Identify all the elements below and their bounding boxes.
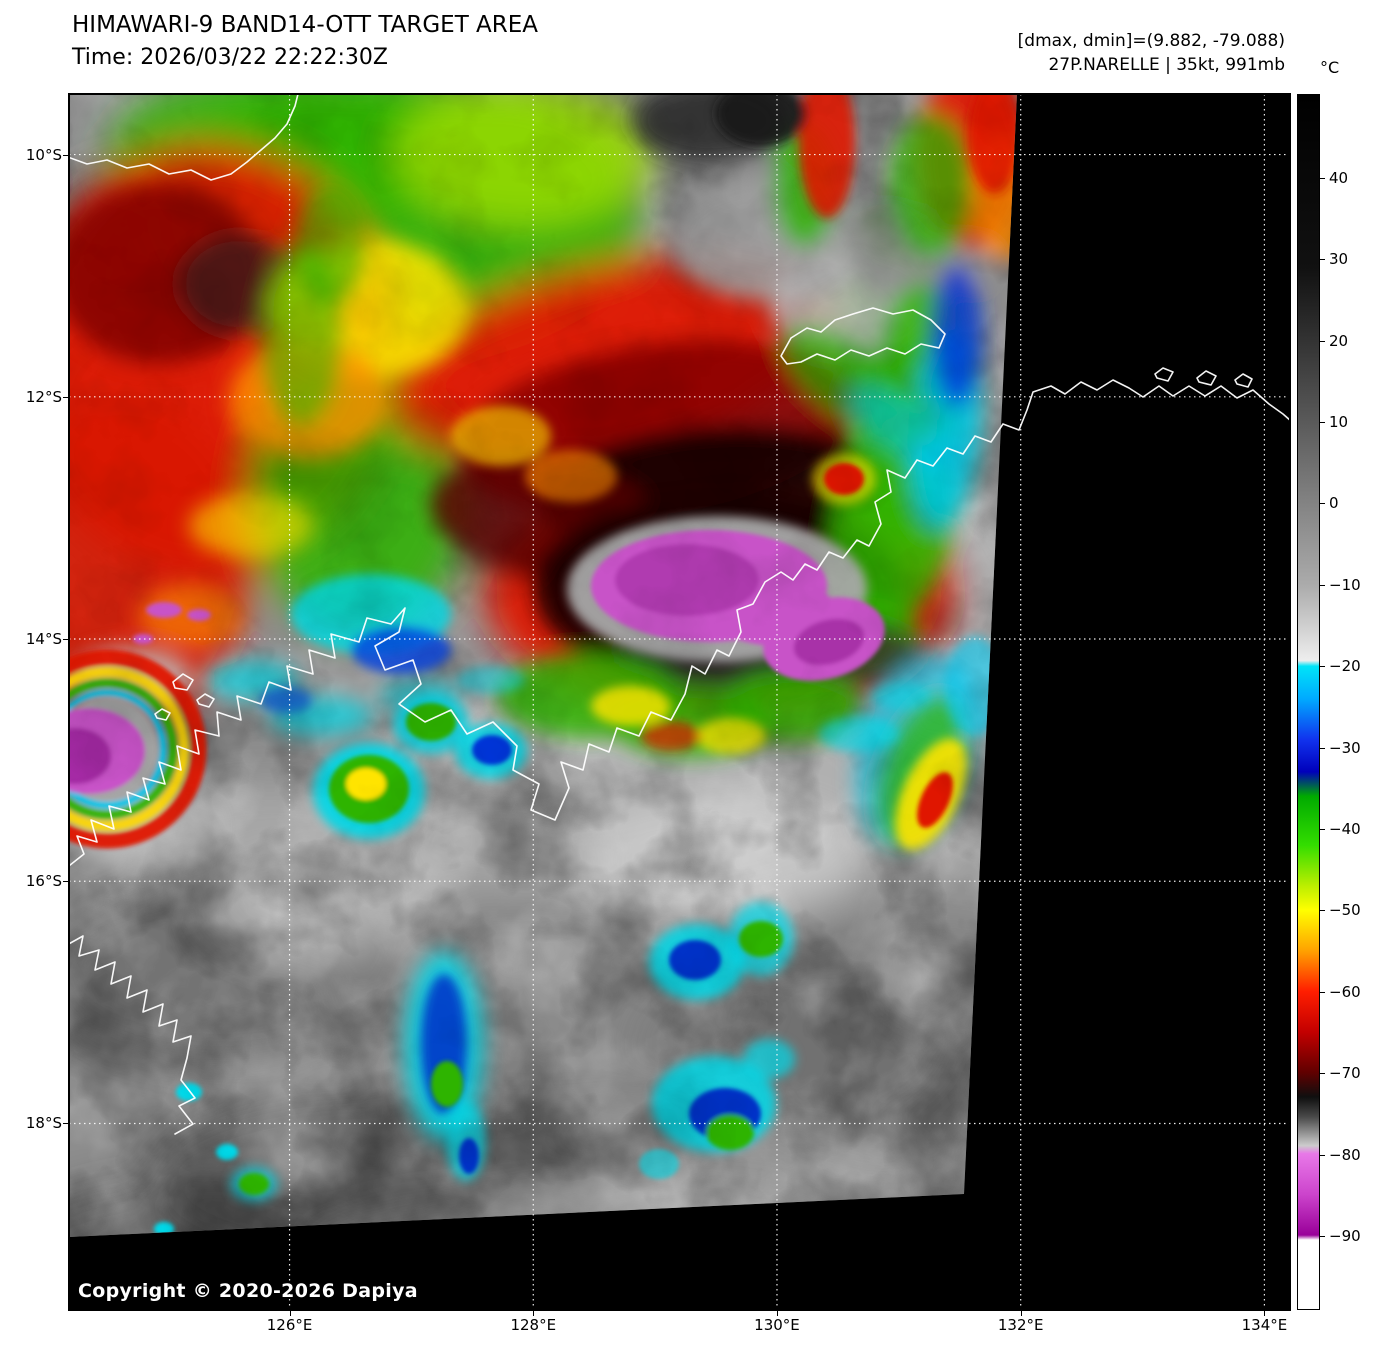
colorbar-tick-label: −30 (1329, 738, 1361, 757)
colorbar-tick-mark (1320, 910, 1325, 911)
lat-tick-label: 16°S (25, 872, 62, 891)
coastlines (69, 94, 1290, 1135)
lat-tick-label: 12°S (25, 387, 62, 406)
colorbar-tick-label: 10 (1329, 413, 1349, 431)
colorbar-tick-mark (1320, 829, 1325, 830)
lat-tick-label: 18°S (25, 1114, 62, 1133)
coastline-southwest (69, 935, 196, 1135)
colorbar-tick-mark (1320, 503, 1325, 504)
colorbar-tick-label: −60 (1329, 982, 1361, 1001)
colorbar-tick-label: −50 (1329, 901, 1361, 920)
lat-tick-mark (63, 639, 69, 640)
colorbar-tick-label: −90 (1329, 1226, 1361, 1245)
satellite-data-swath (69, 94, 1017, 1237)
lat-tick-mark (63, 1123, 69, 1124)
lon-tick-label: 132°E (997, 1316, 1044, 1334)
lon-tick-mark (777, 1311, 778, 1316)
colorbar-tick-label: 40 (1329, 168, 1349, 187)
colorbar-tick-mark (1320, 992, 1325, 993)
colorbar-tick-mark (1320, 748, 1325, 749)
colorbar-tick-label: 0 (1329, 494, 1339, 513)
colorbar-tick-label: −40 (1329, 819, 1361, 838)
coastline-islands-west (154, 673, 215, 721)
lon-tick-label: 134°E (1241, 1316, 1288, 1334)
lat-tick-label: 10°S (25, 145, 62, 164)
satellite-image (69, 94, 1290, 1310)
colorbar-tick-mark (1320, 341, 1325, 342)
colorbar-tick-mark (1320, 259, 1325, 260)
colorbar-tick-mark (1320, 1236, 1325, 1237)
colorbar-gradient (1298, 95, 1319, 1309)
colorbar-tick-mark (1320, 585, 1325, 586)
lon-tick-label: 128°E (510, 1316, 557, 1334)
colorbar-tick-label: −20 (1329, 657, 1361, 676)
colorbar-tick-mark (1320, 178, 1325, 179)
lon-tick-label: 130°E (754, 1316, 800, 1334)
lon-tick-mark (533, 1311, 534, 1316)
gridlines (69, 94, 1290, 1310)
colorbar-tick-mark (1320, 666, 1325, 667)
lon-tick-mark (1021, 1311, 1022, 1316)
coastline-timor (69, 94, 299, 181)
timestamp: Time: 2026/03/22 22:22:30Z (72, 45, 388, 70)
coastline-islands-north (1154, 367, 1253, 388)
copyright-text: Copyright © 2020-2026 Dapiya (78, 1280, 418, 1302)
coastline-mainland (69, 379, 1290, 867)
colorbar-tick-label: 30 (1329, 250, 1349, 269)
satellite-map: Copyright © 2020-2026 Dapiya (68, 93, 1291, 1311)
colorbar-tick-label: −70 (1329, 1064, 1361, 1083)
colorbar-tick-mark (1320, 422, 1325, 423)
dmax-dmin-readout: [dmax, dmin]=(9.882, -79.088) (1017, 31, 1285, 51)
colorbar-tick-mark (1320, 1073, 1325, 1074)
storm-info: 27P.NARELLE | 35kt, 991mb (1048, 54, 1285, 75)
header-right-block: [dmax, dmin]=(9.882, -79.088) 27P.NARELL… (1018, 30, 1285, 78)
coastline-tiwi-islands (780, 307, 946, 365)
lon-tick-label: 126°E (266, 1316, 313, 1334)
chart-title: HIMAWARI-9 BAND14-OTT TARGET AREA (72, 12, 539, 38)
lat-tick-mark (63, 397, 69, 398)
lon-tick-mark (290, 1311, 291, 1316)
lat-tick-mark (63, 155, 69, 156)
lat-tick-label: 14°S (25, 630, 62, 649)
lon-tick-mark (1264, 1311, 1265, 1316)
colorbar-tick-label: 20 (1329, 331, 1349, 350)
colorbar-tick-label: −10 (1329, 575, 1361, 594)
axes-frame (69, 94, 1290, 1310)
colorbar-tick-mark (1320, 1155, 1325, 1156)
lat-tick-mark (63, 881, 69, 882)
colorbar-tick-label: −80 (1329, 1145, 1361, 1164)
colorbar (1297, 94, 1320, 1310)
colorbar-unit-label: °C (1320, 58, 1340, 77)
